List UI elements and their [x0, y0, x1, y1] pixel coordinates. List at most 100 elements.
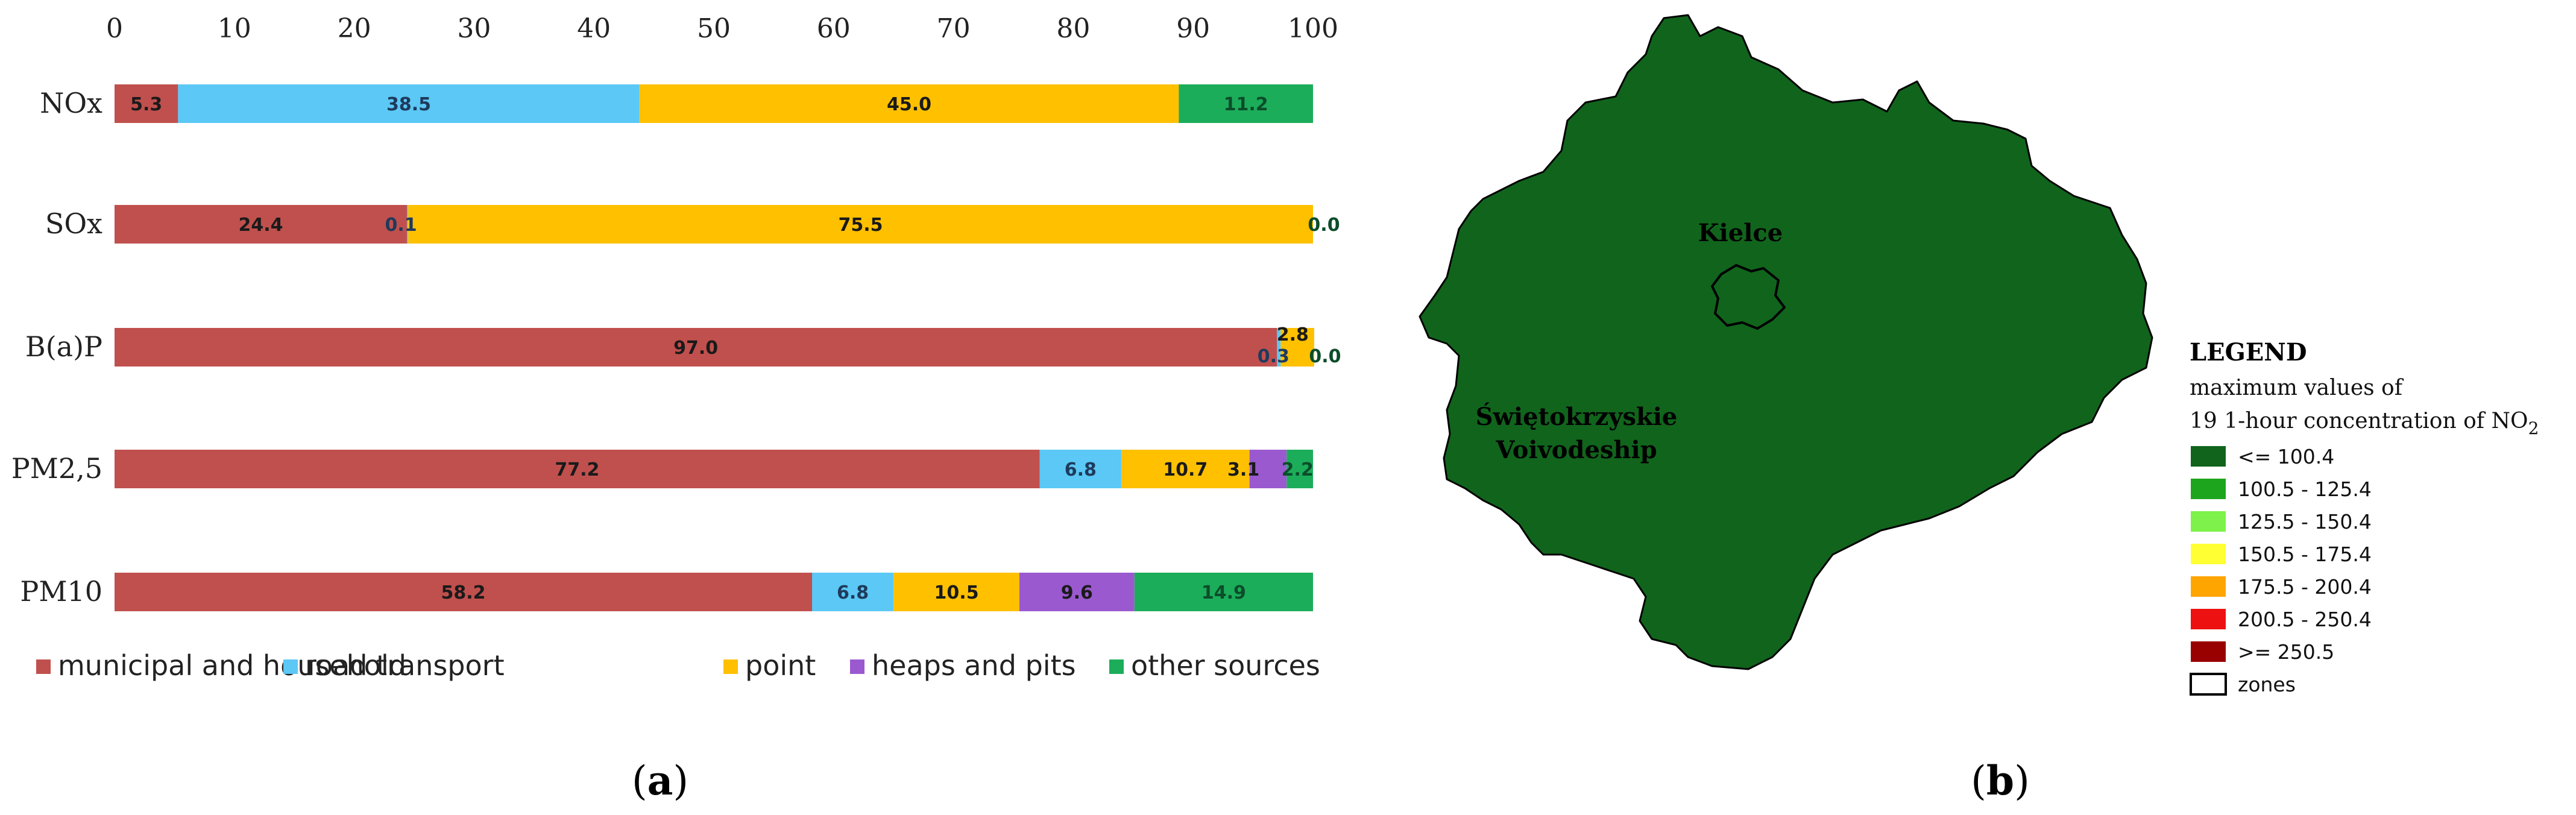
bar-segment [1039, 450, 1121, 488]
map-legend-label: 175.5 - 200.4 [2238, 575, 2372, 599]
bar-value-label: 5.3 [130, 94, 162, 115]
map-legend-item: 125.5 - 150.4 [2191, 510, 2372, 533]
panel-label-b: (b) [1971, 757, 2030, 804]
bar-segment [115, 328, 1277, 367]
stacked-bar-chart: 0 10 20 30 40 50 60 70 80 90 100 NOx SOx B(a)P PM2,5 P… [11, 13, 1341, 682]
legend-item: road transport [283, 649, 505, 682]
legend-label: point [745, 649, 816, 682]
category-label: PM2,5 [11, 452, 102, 485]
x-tick-label: 80 [1056, 13, 1090, 44]
bar-segment [115, 573, 813, 611]
region-label-line1: Świętokrzyskie [1476, 403, 1678, 431]
bar-segment [1179, 84, 1313, 123]
bar-segment [407, 205, 409, 244]
map-legend-swatch [2191, 446, 2226, 467]
bar-value-label: 2.8 [1277, 324, 1309, 345]
bars [115, 84, 1314, 611]
map-legend-item: 100.5 - 125.4 [2191, 477, 2372, 501]
bar-value-label: 38.5 [386, 94, 431, 115]
bar-value-label: 0.0 [1308, 215, 1340, 236]
bar-value-label: 0.0 [1309, 346, 1341, 367]
legend-item: point [723, 649, 816, 682]
bar-value-label: 0.1 [385, 215, 417, 236]
category-label: SOx [45, 207, 102, 240]
x-tick-label: 70 [937, 13, 971, 44]
bar-value-label: 6.8 [1065, 459, 1097, 480]
legend-swatch [850, 659, 864, 674]
x-tick-label: 30 [457, 13, 491, 44]
bar-segment [1121, 450, 1250, 488]
bar-value-label: 10.5 [934, 582, 979, 603]
bar-value-label: 11.2 [1224, 94, 1268, 115]
legend-item: municipal and household [36, 649, 406, 682]
bar-value-label: 24.4 [239, 215, 283, 236]
bar-value-label: 75.5 [839, 215, 883, 236]
legend-item: heaps and pits [850, 649, 1076, 682]
bar-segment [1280, 328, 1314, 367]
legend-label: heaps and pits [872, 649, 1076, 682]
map-legend-swatch [2191, 544, 2226, 564]
map-legend-item: >= 250.5 [2191, 640, 2334, 664]
x-tick-label: 20 [338, 13, 371, 44]
map-legend-label: >= 250.5 [2238, 640, 2334, 664]
x-tick-label: 40 [577, 13, 611, 44]
x-tick-label: 0 [106, 13, 123, 44]
category-label: NOx [40, 87, 102, 119]
map-legend-label: 100.5 - 125.4 [2238, 477, 2372, 501]
bar-value-label: 10.7 [1163, 459, 1208, 480]
bar-value-label: 58.2 [441, 582, 485, 603]
panel-label-a: (a) [632, 757, 688, 804]
bar-segment [1286, 450, 1313, 488]
map-legend-swatch [2191, 641, 2226, 662]
x-tick-label: 50 [697, 13, 731, 44]
city-boundary-kielce [1711, 264, 1786, 330]
bar-segment [812, 573, 894, 611]
map-legend-swatch [2191, 511, 2226, 532]
bar-value-label: 77.2 [555, 459, 599, 480]
bar-segment [893, 573, 1019, 611]
map-legend-label: <= 100.4 [2238, 445, 2334, 468]
city-label: Kielce [1698, 219, 1783, 247]
region-label-line2: Voivodeship [1495, 436, 1657, 464]
bar-segment [1277, 328, 1281, 367]
bar-segment [408, 205, 1313, 244]
category-labels: NOx SOx B(a)P PM2,5 PM10 [11, 87, 102, 608]
bar-value-label: 97.0 [673, 338, 718, 359]
bar-value-label: 14.9 [1201, 582, 1246, 603]
bar-value-label: 0.3 [1258, 346, 1290, 367]
legend-label: other sources [1131, 649, 1320, 682]
legend-label: road transport [305, 649, 505, 682]
bar-segment [115, 84, 178, 123]
x-tick-label: 100 [1288, 13, 1338, 44]
map-legend-subtitle-line1: maximum values of [2190, 376, 2404, 400]
voivodeship-shape [1419, 14, 2153, 670]
x-tick-label: 90 [1176, 13, 1210, 44]
map-legend-item: 150.5 - 175.4 [2191, 543, 2372, 566]
bar-value-label: 3.1 [1227, 459, 1259, 480]
map-legend-label: 150.5 - 175.4 [2238, 543, 2372, 566]
category-label: PM10 [20, 575, 102, 608]
x-axis-ticks: 0 10 20 30 40 50 60 70 80 90 100 [106, 13, 1338, 44]
legend-swatch [283, 659, 298, 674]
bar-segment [115, 205, 408, 244]
legend-item: other sources [1109, 649, 1320, 682]
map-legend-title: LEGEND [2190, 338, 2307, 367]
map-legend-label: 200.5 - 250.4 [2238, 608, 2372, 631]
map-legend-swatch [2191, 576, 2226, 597]
map-legend-item: zones [2190, 673, 2296, 696]
map-legend-subtitle-line2: 19 1-hour concentration of NO2 [2190, 409, 2539, 438]
map-legend-swatch [2191, 609, 2226, 629]
map-legend-item: 200.5 - 250.4 [2191, 608, 2372, 631]
map-legend-swatch [2190, 673, 2227, 696]
map-legend-swatch [2191, 479, 2226, 499]
legend-swatch [36, 659, 51, 674]
voivodeship-map: Kielce Świętokrzyskie Voivodeship LEGEND… [1419, 14, 2539, 696]
map-legend-items: <= 100.4 100.5 - 125.4 125.5 - 150.4 150.5 … [2190, 445, 2372, 696]
map-legend-label: zones [2238, 673, 2296, 696]
legend-label: municipal and household [58, 649, 406, 682]
bar-value-label: 9.6 [1061, 582, 1093, 603]
bar-value-label: 45.0 [887, 94, 931, 115]
bar-value-label: 6.8 [837, 582, 869, 603]
map-legend: LEGEND maximum values of 19 1-hour conce… [2190, 338, 2539, 696]
